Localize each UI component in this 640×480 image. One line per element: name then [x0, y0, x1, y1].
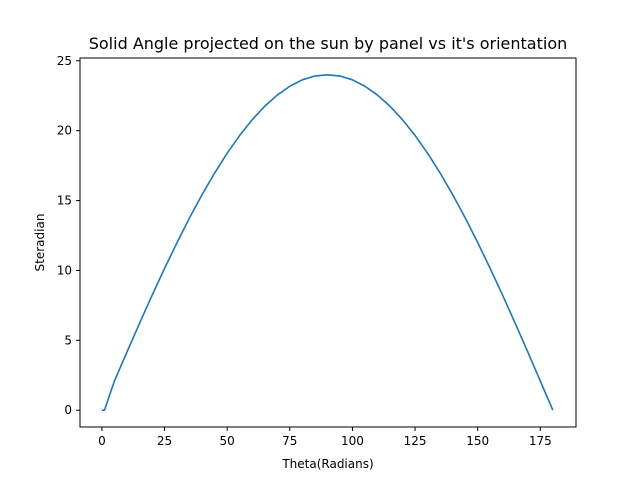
x-tick-label: 0	[98, 434, 106, 448]
y-tick-label: 5	[64, 333, 72, 347]
chart-title: Solid Angle projected on the sun by pane…	[89, 34, 568, 53]
y-tick-label: 20	[57, 124, 72, 138]
series-line-0	[101, 73, 554, 412]
plot-area	[101, 73, 554, 412]
plot-frame	[79, 57, 577, 428]
y-axis-title: Steradian	[33, 214, 47, 272]
y-tick-label: 0	[64, 403, 72, 417]
y-tick-label: 25	[57, 54, 72, 68]
y-axis: 0 5 10 15 20 25	[57, 54, 80, 417]
x-tick-label: 100	[341, 434, 364, 448]
x-tick-label: 125	[404, 434, 427, 448]
y-tick-label: 15	[57, 194, 72, 208]
x-tick-label: 25	[157, 434, 172, 448]
y-tick-label: 10	[57, 263, 72, 277]
x-tick-label: 50	[220, 434, 235, 448]
x-axis: 0 25 50 75 100 125 150 175	[98, 427, 552, 448]
x-tick-label: 150	[466, 434, 489, 448]
x-axis-title: Theta(Radians)	[281, 457, 373, 471]
x-tick-label: 175	[529, 434, 552, 448]
x-tick-label: 75	[282, 434, 297, 448]
